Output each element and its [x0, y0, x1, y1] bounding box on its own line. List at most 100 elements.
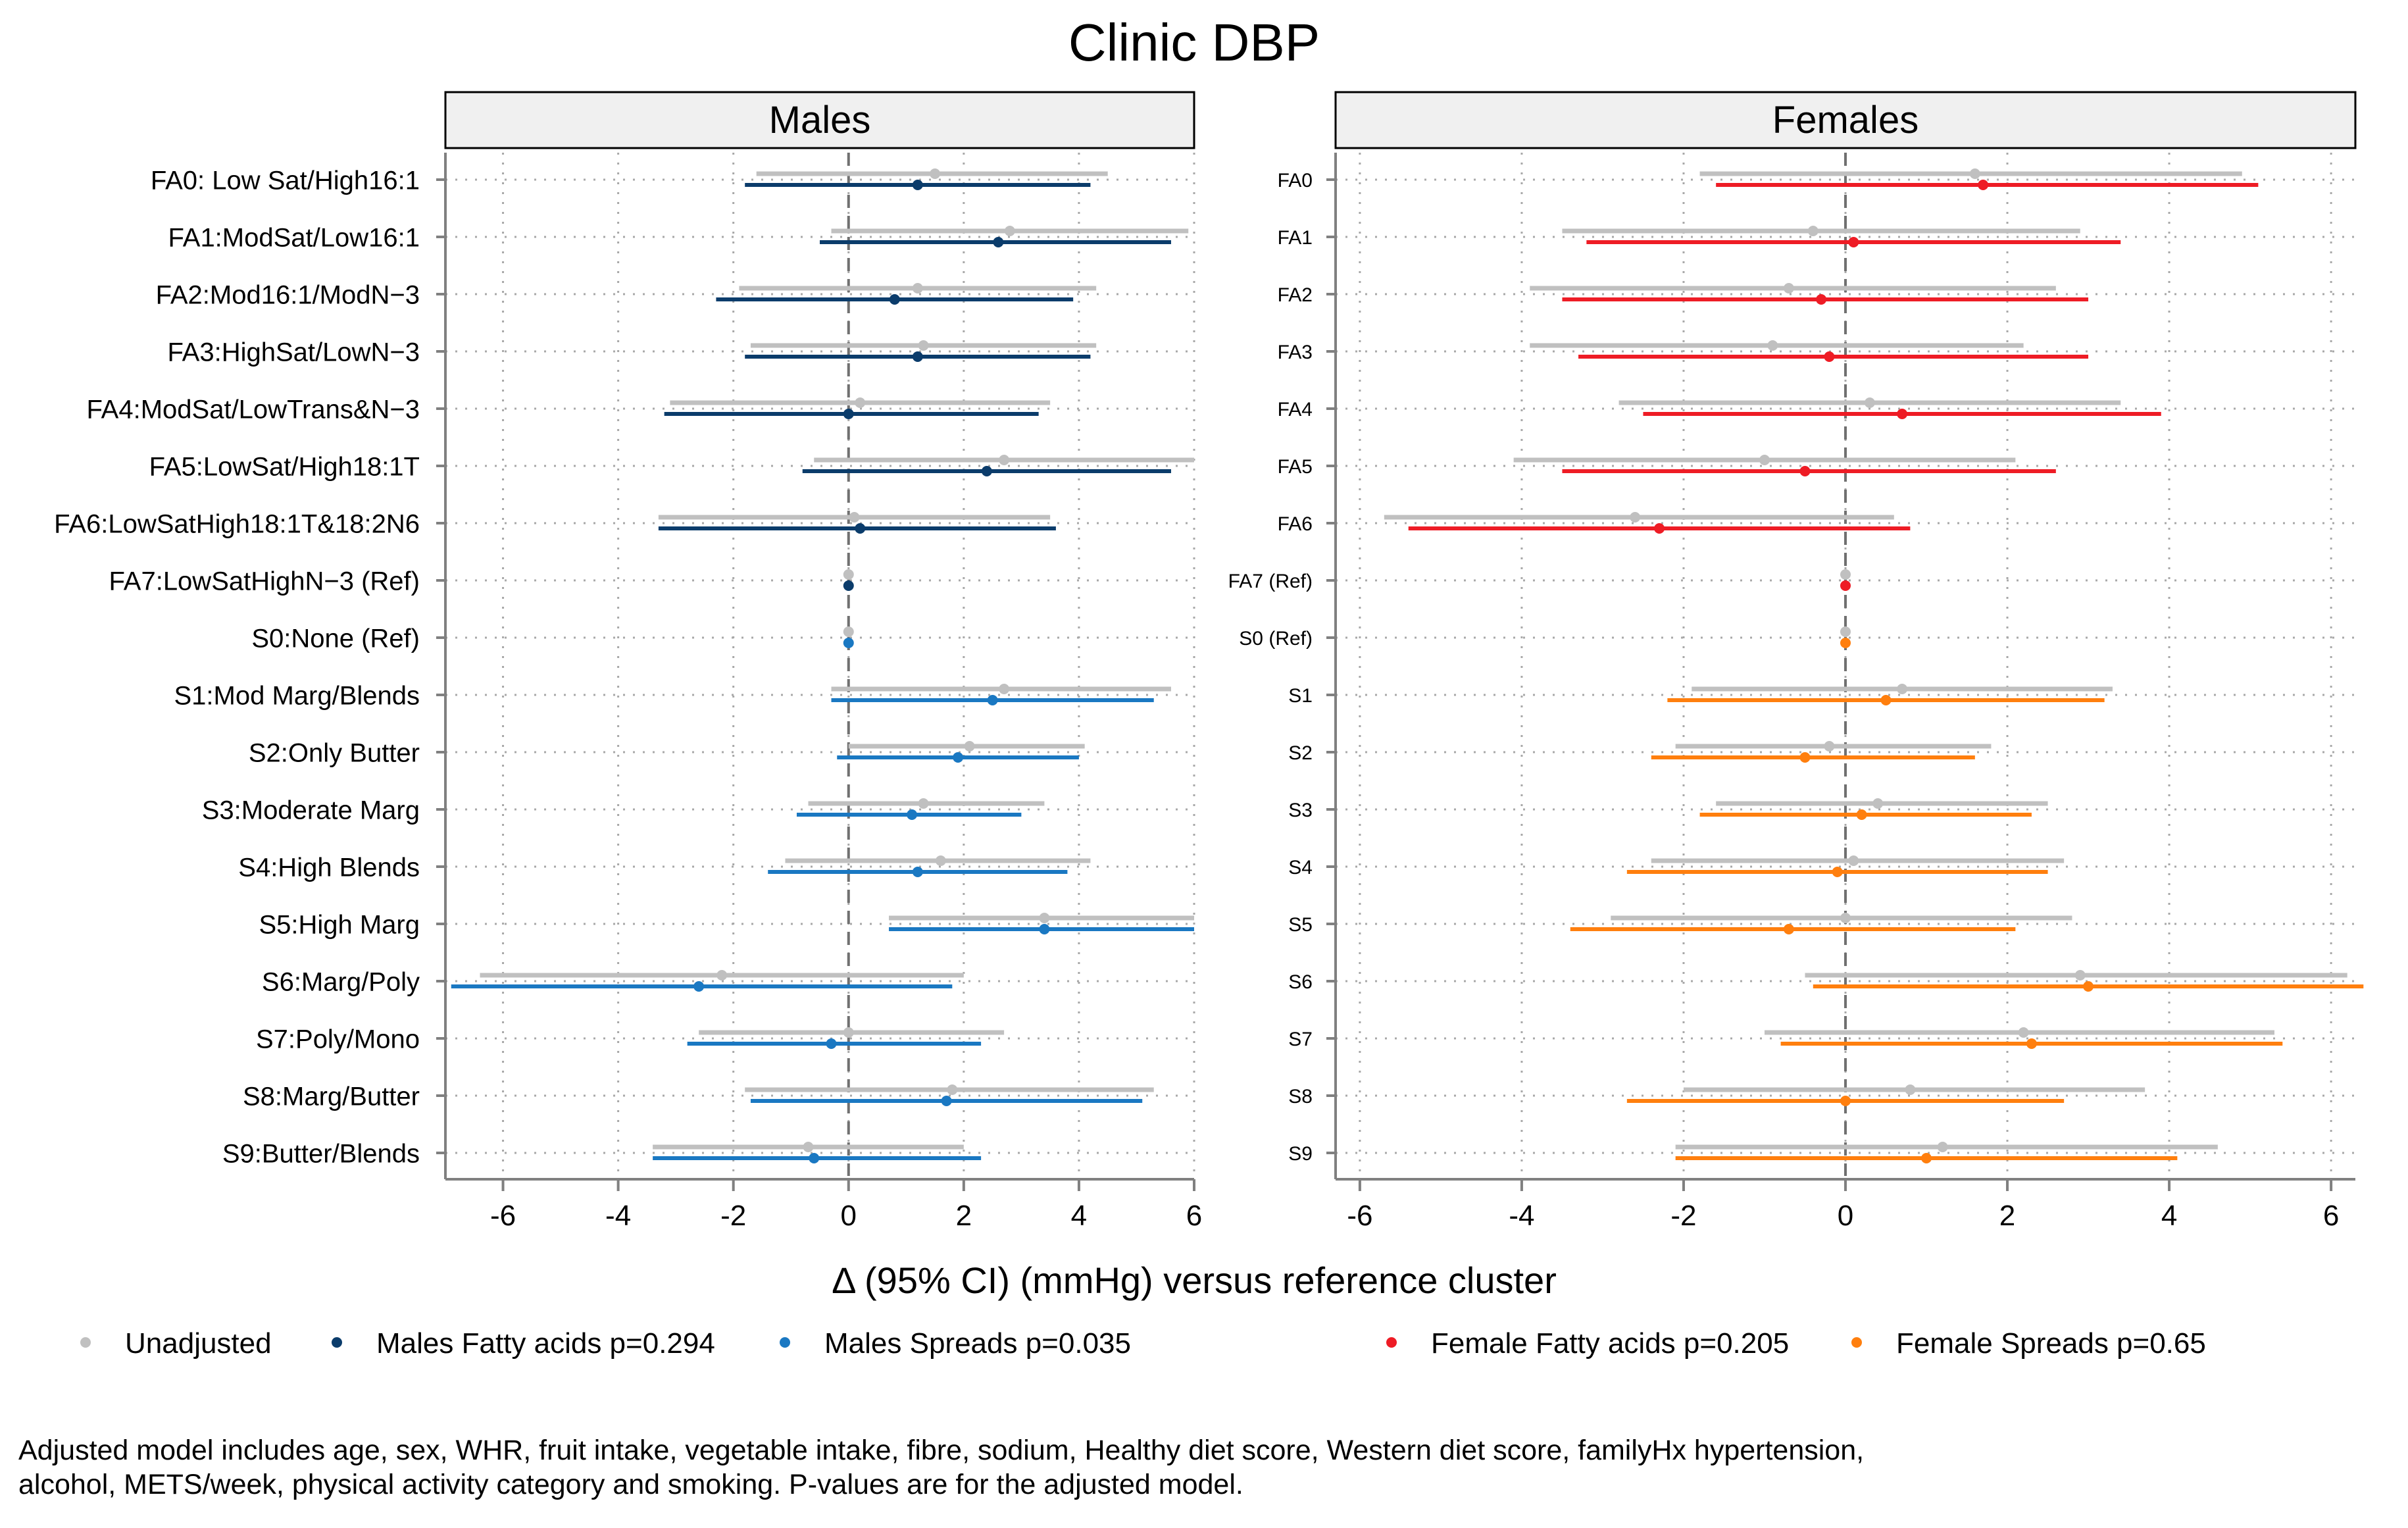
point-unadjusted [1004, 226, 1015, 236]
y-tick-label: S7 [1288, 1029, 1313, 1050]
y-tick-label: S2:Only Butter [249, 738, 420, 767]
point-unadjusted [1840, 913, 1851, 923]
x-tick-label: -4 [1509, 1200, 1534, 1232]
point-unadjusted [803, 1142, 814, 1152]
y-tick-label: S8:Marg/Butter [243, 1082, 420, 1111]
point-adjusted [826, 1038, 837, 1049]
x-tick-label: -2 [1670, 1200, 1696, 1232]
panel-strip-label: Males [769, 99, 871, 141]
point-adjusted [1824, 351, 1835, 362]
point-unadjusted [843, 1027, 854, 1038]
point-adjusted [843, 638, 854, 648]
y-tick-label: S7:Poly/Mono [256, 1025, 420, 1054]
y-tick-label: FA3 [1278, 342, 1313, 363]
y-tick-label: S9 [1288, 1143, 1313, 1165]
point-adjusted [1799, 466, 1811, 476]
y-tick-label: S5 [1288, 914, 1313, 936]
point-adjusted [1848, 237, 1859, 247]
point-adjusted [1856, 809, 1867, 820]
legend-label: Female Fatty acids p=0.205 [1431, 1327, 1789, 1360]
y-tick-label: FA0: Low Sat/High16:1 [151, 166, 420, 195]
legend-label: Males Spreads p=0.035 [824, 1327, 1131, 1360]
y-tick-label: FA2 [1278, 284, 1313, 306]
point-unadjusted [1864, 397, 1875, 408]
y-tick-label: FA6 [1278, 513, 1313, 535]
point-adjusted [1921, 1153, 1932, 1163]
legend: Unadjusted Males Fatty acids p=0.294 Males… [80, 1327, 2206, 1360]
point-adjusted [1978, 180, 1989, 190]
y-tick-label: S4 [1288, 857, 1313, 879]
point-adjusted [1654, 523, 1665, 534]
x-tick-label: 6 [2323, 1200, 2339, 1232]
y-tick-label: FA7 (Ref) [1228, 571, 1313, 592]
x-tick-label: -6 [490, 1200, 516, 1232]
point-unadjusted [1039, 913, 1050, 923]
footnote-line-2: alcohol, METS/week, physical activity ca… [18, 1469, 1243, 1500]
x-tick-label: 2 [956, 1200, 972, 1232]
point-adjusted [981, 466, 992, 476]
point-adjusted [1832, 867, 1843, 877]
legend-marker [80, 1337, 91, 1348]
y-tick-label: FA2:Mod16:1/ModN−3 [156, 280, 420, 309]
point-unadjusted [1840, 569, 1851, 580]
y-tick-label: FA5 [1278, 456, 1313, 478]
y-tick-label: S5:High Marg [259, 910, 420, 939]
x-tick-label: -4 [605, 1200, 631, 1232]
y-tick-label: FA6:LowSatHigh18:1T&18:2N6 [54, 509, 420, 538]
point-unadjusted [2018, 1027, 2029, 1038]
point-unadjusted [843, 626, 854, 637]
point-unadjusted [912, 283, 923, 293]
panel-strip-label: Females [1772, 99, 1919, 141]
point-unadjusted [999, 684, 1010, 694]
y-tick-label: S0:None (Ref) [251, 624, 420, 653]
point-unadjusted [1767, 340, 1778, 351]
legend-marker [1851, 1337, 1862, 1348]
point-adjusted [1783, 924, 1794, 934]
point-unadjusted [1630, 512, 1641, 522]
point-unadjusted [1840, 626, 1851, 637]
point-adjusted [912, 351, 923, 362]
y-tick-label: S6:Marg/Poly [262, 967, 420, 996]
panels: Males -6 -4 -2 0 2 4 6 FA0: Low Sat/High16:1 FA1:… [54, 91, 2364, 1232]
point-adjusted [907, 809, 918, 820]
point-adjusted [993, 237, 1004, 247]
y-tick-label: S3 [1288, 800, 1313, 821]
y-tick-label: S4:High Blends [238, 853, 420, 882]
legend-marker [332, 1337, 342, 1348]
y-tick-label: S6 [1288, 971, 1313, 993]
point-adjusted [941, 1096, 952, 1106]
chart-title: Clinic DBP [1068, 13, 1320, 72]
point-unadjusted [1905, 1084, 1916, 1095]
point-adjusted [1039, 924, 1050, 934]
point-unadjusted [918, 798, 929, 809]
point-adjusted [889, 294, 900, 305]
point-adjusted [1880, 695, 1892, 705]
point-unadjusted [843, 569, 854, 580]
x-tick-label: 6 [1186, 1200, 1202, 1232]
point-unadjusted [1937, 1142, 1948, 1152]
point-adjusted [1840, 580, 1851, 591]
point-unadjusted [1807, 226, 1819, 236]
point-unadjusted [1783, 283, 1794, 293]
legend-marker [1386, 1337, 1397, 1348]
point-adjusted [912, 867, 923, 877]
point-adjusted [1840, 638, 1851, 648]
point-unadjusted [855, 397, 866, 408]
y-tick-label: S1 [1288, 685, 1313, 707]
legend-label: Unadjusted [125, 1327, 272, 1360]
x-tick-label: 0 [841, 1200, 857, 1232]
panel-females: Females -6 -4 -2 0 2 4 6 FA0 FA1 FA2 FA3 FA4 FA5 FA6 FA… [1228, 91, 2364, 1232]
y-tick-label: FA4 [1278, 399, 1313, 420]
point-unadjusted [947, 1084, 958, 1095]
point-unadjusted [716, 970, 728, 980]
y-tick-label: S3:Moderate Marg [202, 796, 420, 825]
point-unadjusted [1824, 741, 1835, 751]
x-tick-label: 2 [1999, 1200, 2015, 1232]
point-adjusted [953, 752, 964, 763]
x-axis-label: Δ (95% CI) (mmHg) versus reference clust… [832, 1260, 1557, 1301]
point-adjusted [809, 1153, 820, 1163]
y-tick-label: FA1 [1278, 227, 1313, 249]
x-tick-label: 0 [1838, 1200, 1853, 1232]
